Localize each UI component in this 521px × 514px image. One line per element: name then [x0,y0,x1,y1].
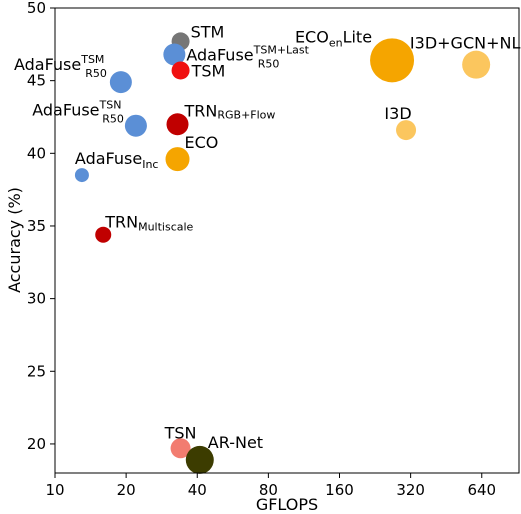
y-tick-label: 20 [27,435,46,453]
data-point [370,38,415,83]
x-tick-label: 80 [259,481,278,499]
point-label: STM [191,22,225,41]
y-tick-label: 35 [27,217,46,235]
y-tick-label: 40 [27,144,46,162]
y-tick-label: 25 [27,362,46,380]
x-tick-label: 320 [396,481,425,499]
points-layer [74,32,491,474]
data-point [396,120,417,141]
point-label: AR-Net [208,433,263,452]
point-label: TRNRGB+Flow [184,101,276,121]
data-point [124,114,147,137]
point-label: I3D+GCN+NL [410,34,521,53]
data-point [171,61,190,80]
x-tick-label: 10 [45,481,64,499]
y-tick-label: 45 [27,72,46,90]
x-tick-label: 40 [188,481,207,499]
point-label: AdaFuseTSM R50 [14,53,107,80]
x-axis-title: GFLOPS [256,495,318,514]
point-label: ECO [185,133,219,152]
point-label: AdaFuseTSM+Last R50 [186,44,309,71]
data-point [163,43,186,66]
point-label: AdaFuseInc [75,149,159,171]
data-point [170,438,191,459]
data-point [185,445,214,474]
x-axis: 10 20 40 80 160 320 640 [45,473,496,499]
y-axis: 20 25 30 35 40 45 50 [27,0,55,453]
data-point [74,168,89,183]
y-tick-label: 50 [27,0,46,17]
point-label: I3D [384,104,411,123]
y-axis-title: Accuracy (%) [5,187,24,293]
point-label: ECOenLite [295,27,372,49]
data-point [95,226,112,243]
x-tick-label: 640 [467,481,496,499]
data-point [109,71,132,94]
plot-frame [54,7,520,474]
y-tick-label: 30 [27,290,46,308]
point-label: AdaFuseTSN R50 [32,99,124,126]
point-label: TRNMultiscale [104,213,193,234]
data-point [165,147,190,172]
data-point [462,50,491,79]
point-label: TSM [191,61,226,80]
point-label: TSN [164,423,197,442]
data-point [166,113,189,136]
x-tick-label: 160 [325,481,354,499]
x-tick-label: 20 [117,481,136,499]
